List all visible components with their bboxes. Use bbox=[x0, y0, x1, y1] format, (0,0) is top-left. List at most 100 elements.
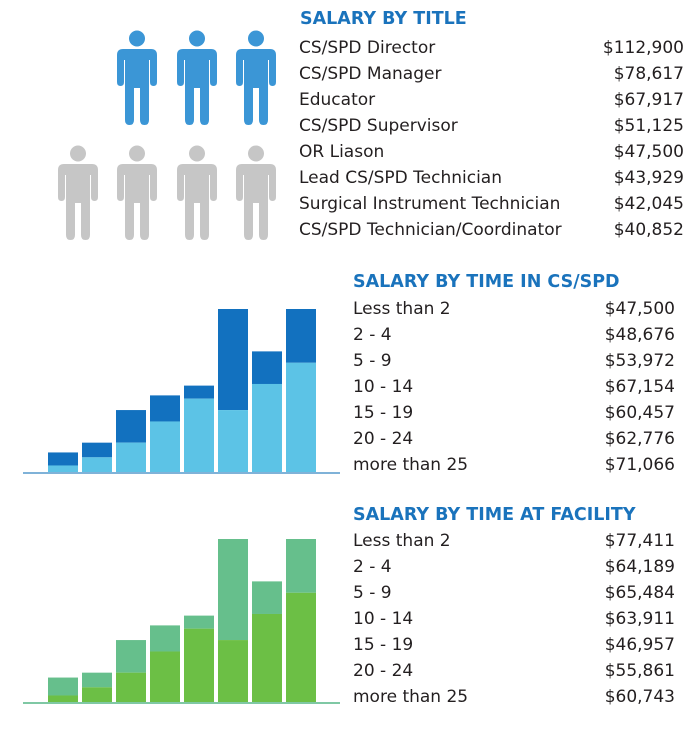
row-salary-value: $67,917 bbox=[613, 90, 684, 110]
row-salary-value: $60,457 bbox=[604, 403, 675, 423]
row-salary-value: $55,861 bbox=[604, 661, 675, 681]
bar-lower-segment bbox=[252, 613, 282, 702]
row-salary-value: $51,125 bbox=[613, 116, 684, 136]
bar-lower-segment bbox=[184, 398, 214, 472]
row-label: 5 - 9 bbox=[353, 351, 392, 371]
time-in-cspd-row: 5 - 9 $53,972 bbox=[353, 348, 675, 374]
time-in-cspd-bar-chart bbox=[23, 309, 340, 474]
salary-by-time-in-cspd-table: Less than 2 $47,500 2 - 4 $48,676 5 - 9 $53,9… bbox=[353, 296, 675, 478]
bar-lower-segment bbox=[116, 442, 146, 472]
bar-lower-segment bbox=[184, 628, 214, 702]
row-salary-value: $62,776 bbox=[604, 429, 675, 449]
bar-upper-segment bbox=[48, 452, 78, 466]
time-in-cspd-row: 15 - 19 $60,457 bbox=[353, 400, 675, 426]
bar-upper-segment bbox=[82, 442, 112, 458]
bar-lower-segment bbox=[150, 651, 180, 702]
time-in-cspd-row: 10 - 14 $67,154 bbox=[353, 374, 675, 400]
row-salary-value: $47,500 bbox=[613, 142, 684, 162]
bar-upper-segment bbox=[150, 625, 180, 652]
title-salary-row: CS/SPD Director $112,900 bbox=[299, 35, 684, 61]
bar-lower-segment bbox=[218, 640, 248, 702]
row-salary-value: $43,929 bbox=[613, 168, 684, 188]
row-salary-value: $42,045 bbox=[613, 194, 684, 214]
row-salary-value: $65,484 bbox=[604, 583, 675, 603]
person-icon-muted bbox=[236, 145, 276, 240]
bar-lower-segment bbox=[116, 672, 146, 702]
row-label: Surgical Instrument Technician bbox=[299, 194, 561, 214]
title-salary-row: CS/SPD Technician/Coordinator $40,852 bbox=[299, 217, 684, 243]
row-label: Less than 2 bbox=[353, 299, 451, 319]
person-icon-highlighted bbox=[236, 30, 276, 125]
bar-upper-segment bbox=[252, 581, 282, 614]
title-salary-row: OR Liason $47,500 bbox=[299, 139, 684, 165]
row-label: OR Liason bbox=[299, 142, 385, 162]
title-salary-row: CS/SPD Manager $78,617 bbox=[299, 61, 684, 87]
bar-upper-segment bbox=[218, 309, 248, 411]
title-salary-row: Lead CS/SPD Technician $43,929 bbox=[299, 165, 684, 191]
time-at-facility-row: 2 - 4 $64,189 bbox=[353, 554, 675, 580]
title-salary-row: Surgical Instrument Technician $42,045 bbox=[299, 191, 684, 217]
row-label: 20 - 24 bbox=[353, 661, 414, 681]
time-in-cspd-row: 2 - 4 $48,676 bbox=[353, 322, 675, 348]
salary-by-title-table: CS/SPD Director $112,900 CS/SPD Manager $78… bbox=[299, 35, 684, 243]
bar-upper-segment bbox=[286, 309, 316, 363]
row-label: CS/SPD Technician/Coordinator bbox=[299, 220, 562, 240]
row-salary-value: $48,676 bbox=[604, 325, 675, 345]
row-salary-value: $78,617 bbox=[613, 64, 684, 84]
row-label: CS/SPD Supervisor bbox=[299, 116, 458, 136]
bar-upper-segment bbox=[116, 640, 146, 673]
row-salary-value: $60,743 bbox=[604, 687, 675, 707]
person-icon-highlighted bbox=[177, 30, 217, 125]
bar-upper-segment bbox=[116, 410, 146, 443]
time-in-cspd-row: 20 - 24 $62,776 bbox=[353, 426, 675, 452]
row-label: 15 - 19 bbox=[353, 403, 414, 423]
people-pictogram bbox=[0, 0, 290, 250]
row-salary-value: $77,411 bbox=[604, 531, 675, 551]
time-at-facility-row: 15 - 19 $46,957 bbox=[353, 632, 675, 658]
time-in-cspd-row: Less than 2 $47,500 bbox=[353, 296, 675, 322]
row-label: 10 - 14 bbox=[353, 377, 414, 397]
person-icon-muted bbox=[117, 145, 157, 240]
bar-upper-segment bbox=[184, 615, 214, 629]
row-salary-value: $112,900 bbox=[602, 38, 684, 58]
row-label: 2 - 4 bbox=[353, 325, 392, 345]
person-icon-muted bbox=[177, 145, 217, 240]
bar-upper-segment bbox=[48, 677, 78, 696]
bar-lower-segment bbox=[150, 421, 180, 472]
row-label: 10 - 14 bbox=[353, 609, 414, 629]
bar-lower-segment bbox=[218, 410, 248, 472]
row-salary-value: $46,957 bbox=[604, 635, 675, 655]
bar-upper-segment bbox=[150, 395, 180, 422]
row-salary-value: $63,911 bbox=[604, 609, 675, 629]
bar-upper-segment bbox=[184, 385, 214, 399]
bar-lower-segment bbox=[82, 457, 112, 472]
row-salary-value: $67,154 bbox=[604, 377, 675, 397]
row-label: CS/SPD Director bbox=[299, 38, 436, 58]
bar-lower-segment bbox=[48, 695, 78, 702]
bar-lower-segment bbox=[48, 465, 78, 472]
bar-lower-segment bbox=[286, 362, 316, 472]
row-label: 2 - 4 bbox=[353, 557, 392, 577]
row-label: Less than 2 bbox=[353, 531, 451, 551]
row-salary-value: $47,500 bbox=[604, 299, 675, 319]
title-salary-row: CS/SPD Supervisor $51,125 bbox=[299, 113, 684, 139]
row-label: more than 25 bbox=[353, 687, 469, 707]
bar-upper-segment bbox=[82, 672, 112, 688]
person-icon-highlighted bbox=[117, 30, 157, 125]
bar-upper-segment bbox=[286, 539, 316, 593]
time-at-facility-bar-chart bbox=[23, 539, 340, 704]
row-salary-value: $71,066 bbox=[604, 455, 675, 475]
bar-lower-segment bbox=[82, 687, 112, 702]
row-label: CS/SPD Manager bbox=[299, 64, 442, 84]
time-at-facility-row: 20 - 24 $55,861 bbox=[353, 658, 675, 684]
row-label: 20 - 24 bbox=[353, 429, 414, 449]
time-at-facility-row: more than 25 $60,743 bbox=[353, 684, 675, 710]
time-in-cspd-row: more than 25 $71,066 bbox=[353, 452, 675, 478]
row-salary-value: $64,189 bbox=[604, 557, 675, 577]
row-label: 5 - 9 bbox=[353, 583, 392, 603]
time-at-facility-row: 10 - 14 $63,911 bbox=[353, 606, 675, 632]
person-icon-muted bbox=[58, 145, 98, 240]
bar-lower-segment bbox=[252, 383, 282, 472]
bar-upper-segment bbox=[218, 539, 248, 641]
bar-lower-segment bbox=[286, 592, 316, 702]
